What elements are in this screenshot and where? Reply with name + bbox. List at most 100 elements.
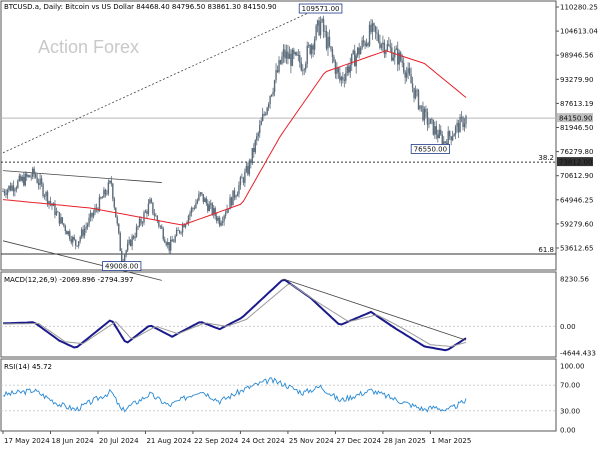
candle-body xyxy=(321,19,323,22)
candle-body xyxy=(428,123,430,125)
candle-body xyxy=(204,198,206,202)
candle-body xyxy=(459,116,461,133)
candle-body xyxy=(101,197,104,199)
candle-body xyxy=(5,193,7,195)
candle-body xyxy=(429,118,432,124)
candle-body xyxy=(223,215,225,222)
x-tick-label: 20 Jul 2024 xyxy=(99,437,139,445)
candle-body xyxy=(23,176,25,186)
candle-body xyxy=(337,67,340,73)
candle-body xyxy=(346,66,348,73)
candle-body xyxy=(426,112,429,125)
symbol-header: BTCUSD.a, Daily: Bitcoin vs US Dollar 84… xyxy=(4,3,277,11)
candle-body xyxy=(463,123,466,128)
candle-body xyxy=(54,203,56,215)
candle-body xyxy=(26,173,28,177)
candle-body xyxy=(144,211,147,213)
candle-body xyxy=(339,72,341,81)
candle-body xyxy=(79,237,81,242)
candle-body xyxy=(244,171,246,183)
candle-body xyxy=(272,91,274,95)
candle-body xyxy=(61,217,64,224)
candle-body xyxy=(438,129,440,138)
candle-body xyxy=(189,213,191,217)
candle-body xyxy=(109,180,111,183)
price-tick-label: 93279.90 xyxy=(560,76,593,84)
candle-body xyxy=(113,198,115,208)
candle-body xyxy=(407,68,409,73)
candle-body xyxy=(76,245,78,247)
candle-body xyxy=(377,33,380,42)
candle-body xyxy=(374,26,377,33)
candle-body xyxy=(325,31,328,49)
candle-body xyxy=(245,166,248,172)
candle-body xyxy=(57,211,59,213)
candle-body xyxy=(49,201,52,204)
candle-body xyxy=(373,23,375,27)
price-tick-label: 76279.80 xyxy=(560,148,593,156)
candle-body xyxy=(153,213,156,216)
candle-body xyxy=(288,53,291,59)
candle-body xyxy=(297,55,300,56)
candle-body xyxy=(273,80,276,92)
price-annotation-label: 49008.00 xyxy=(105,263,138,271)
candle-body xyxy=(416,89,418,91)
moving-average-line xyxy=(2,50,467,226)
candle-body xyxy=(451,136,454,141)
macd-tick-label: 8230.56 xyxy=(560,276,589,284)
candle-body xyxy=(388,44,390,46)
candle-body xyxy=(420,105,423,107)
candle-body xyxy=(269,96,271,105)
candle-body xyxy=(21,176,23,181)
candle-body xyxy=(279,60,282,64)
candle-body xyxy=(141,222,144,224)
candle-body xyxy=(174,235,176,242)
candle-body xyxy=(24,173,26,186)
candle-body xyxy=(364,42,366,47)
candle-body xyxy=(233,190,236,198)
candle-body xyxy=(36,177,38,183)
candle-body xyxy=(435,126,438,135)
candle-body xyxy=(152,202,154,214)
candle-body xyxy=(256,136,258,141)
candle-body xyxy=(342,76,344,80)
price-annotation-box xyxy=(410,144,450,154)
candle-body xyxy=(149,199,151,204)
candle-body xyxy=(400,52,402,61)
candle-body xyxy=(196,200,199,204)
candle-body xyxy=(239,177,242,186)
candle-body xyxy=(199,192,202,195)
candle-body xyxy=(175,229,178,236)
candle-body xyxy=(88,217,90,225)
candle-body xyxy=(178,230,181,233)
candle-body xyxy=(330,46,332,50)
candle-body xyxy=(356,47,359,56)
candle-body xyxy=(328,36,331,47)
candle-body xyxy=(371,23,374,33)
x-tick-label: 1 Mar 2025 xyxy=(431,437,471,445)
candle-body xyxy=(454,126,457,135)
x-tick-label: 21 Aug 2024 xyxy=(146,437,191,445)
candle-body xyxy=(77,241,80,247)
candle-body xyxy=(118,223,120,233)
candle-body xyxy=(180,232,182,234)
candle-body xyxy=(91,212,93,217)
candle-body xyxy=(159,226,162,227)
candle-body xyxy=(309,44,311,54)
candle-body xyxy=(150,199,153,203)
candle-body xyxy=(386,44,389,51)
candle-body xyxy=(361,40,363,49)
candle-body xyxy=(443,141,445,146)
candle-body xyxy=(201,192,203,195)
candle-body xyxy=(235,196,237,198)
candle-body xyxy=(168,242,170,251)
candle-body xyxy=(331,49,334,57)
candle-body xyxy=(40,178,43,184)
candle-body xyxy=(184,224,187,228)
candle-body xyxy=(220,222,222,226)
candle-body xyxy=(379,41,381,48)
rsi-line-path xyxy=(2,377,467,413)
candle-body xyxy=(214,208,216,216)
price-tick-label: 87613.19 xyxy=(560,100,593,108)
candle-body xyxy=(177,229,179,231)
